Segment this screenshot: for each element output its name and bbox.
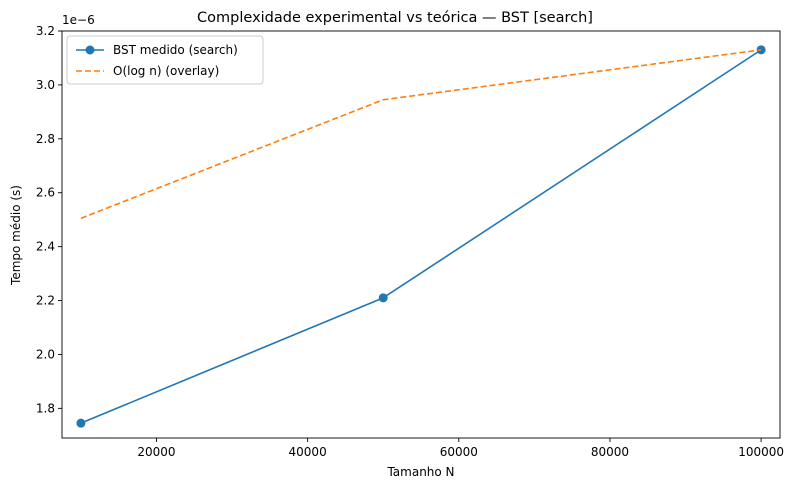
legend-label-olog-n: O(log n) (overlay) xyxy=(113,64,219,78)
x-tick-label: 100000 xyxy=(738,445,784,459)
y-tick-label: 3.2 xyxy=(36,24,55,38)
data-point xyxy=(378,293,388,303)
y-axis-offset-text: 1e−6 xyxy=(62,13,95,27)
y-tick-label: 2.0 xyxy=(36,347,55,361)
x-tick-label: 40000 xyxy=(289,445,327,459)
x-tick-label: 60000 xyxy=(440,445,478,459)
legend-label-bst-medido: BST medido (search) xyxy=(113,43,238,57)
x-axis-label: Tamanho N xyxy=(386,465,454,479)
y-tick-label: 1.8 xyxy=(36,401,55,415)
y-tick-label: 2.4 xyxy=(36,240,55,254)
x-axis-ticks: 20000 40000 60000 80000 100000 xyxy=(137,438,784,459)
plot-area xyxy=(61,30,781,439)
data-point xyxy=(76,418,86,428)
x-tick-label: 80000 xyxy=(591,445,629,459)
y-axis-label: Tempo médio (s) xyxy=(9,185,23,286)
y-tick-label: 2.2 xyxy=(36,294,55,308)
y-tick-label: 2.8 xyxy=(36,132,55,146)
legend-box xyxy=(66,35,264,85)
y-axis-ticks: 1.8 2.0 2.2 2.4 2.6 2.8 3.0 3.2 xyxy=(36,24,62,415)
y-tick-label: 3.0 xyxy=(36,78,55,92)
series-line-1 xyxy=(80,49,762,220)
series-layer xyxy=(76,45,766,428)
chart-title: Complexidade experimental vs teórica — B… xyxy=(197,10,593,26)
legend: BST medido (search) O(log n) (overlay) xyxy=(66,35,264,85)
y-tick-label: 2.6 xyxy=(36,186,55,200)
x-tick-label: 20000 xyxy=(137,445,175,459)
legend-marker-bst-medido xyxy=(85,45,95,55)
